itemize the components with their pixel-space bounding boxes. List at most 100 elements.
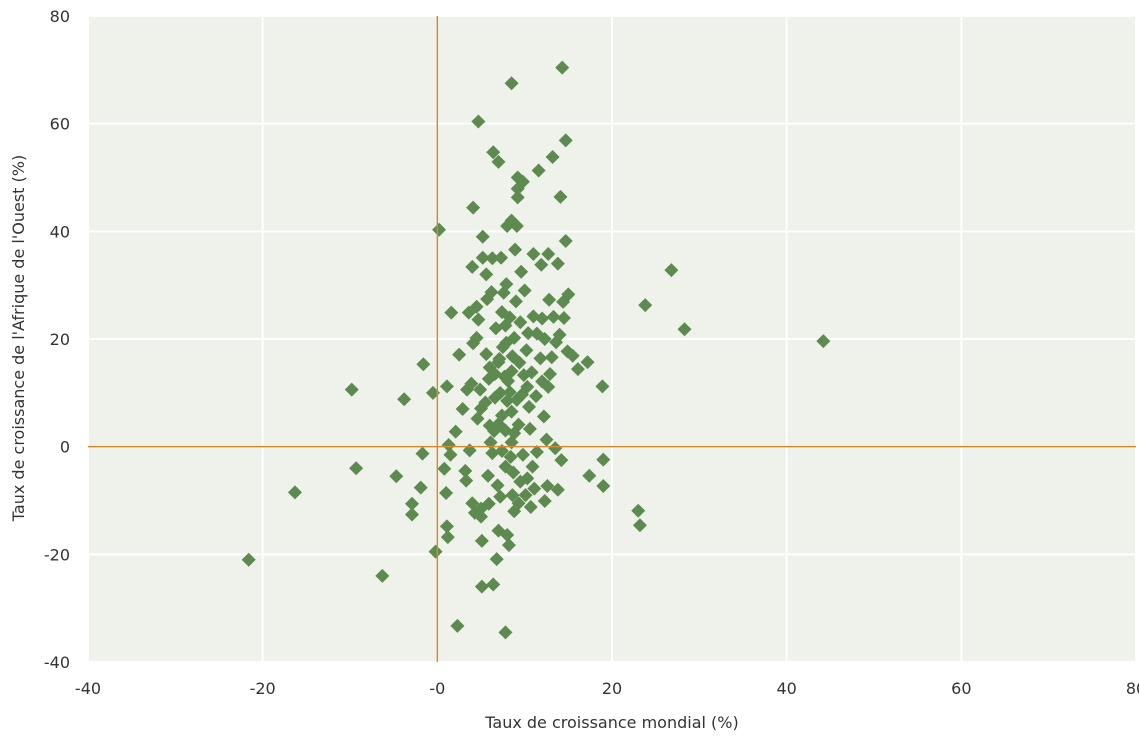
y-tick-label: 60 [50,115,70,134]
data-point [444,305,459,320]
data-point [479,347,494,362]
data-point [474,579,489,594]
data-point [522,399,537,414]
data-point [287,485,302,500]
data-point [631,503,646,518]
data-point [664,263,679,278]
data-point [550,482,565,497]
data-point [478,395,493,410]
data-point [505,488,520,503]
data-point [471,312,486,327]
data-point [510,190,525,205]
data-point [455,401,470,416]
data-point [479,267,494,282]
data-point [416,357,431,372]
data-point [425,385,440,400]
data-point [490,478,505,493]
y-tick-label: -40 [44,653,70,672]
data-point [520,379,535,394]
data-point [443,447,458,462]
x-tick-label: 80 [1126,679,1139,698]
data-point [513,315,528,330]
data-point [504,76,519,91]
x-axis-tick-labels: -40 -20 -0 20 40 60 80 [75,679,1139,698]
data-point [515,174,530,189]
data-point [632,518,647,533]
data-point [596,478,611,493]
data-point [540,478,555,493]
data-point [494,250,509,265]
data-point [550,256,565,271]
data-point [503,449,518,464]
data-point [466,200,481,215]
data-point [375,568,390,583]
data-point [523,499,538,514]
data-point [473,382,488,397]
data-point [459,473,474,488]
data-point [464,376,479,391]
data-point [508,242,523,257]
data-point [440,530,455,545]
data-point [450,618,465,633]
y-axis-title: Taux de croissance de l'Afrique de l'Oue… [9,155,28,522]
data-point [475,229,490,244]
data-point [344,382,359,397]
data-point [514,264,529,279]
y-axis-tick-labels: -40 -20 0 20 40 60 80 [44,7,70,672]
data-point [536,409,551,424]
data-point [448,424,463,439]
y-tick-label: 20 [50,330,70,349]
data-point [556,311,571,326]
y-tick-label: -20 [44,545,70,564]
data-point [534,257,549,272]
data-point [349,461,364,476]
data-point [405,507,420,522]
data-points [241,60,831,640]
data-point [539,432,554,447]
data-point [502,310,517,325]
data-point [469,330,484,345]
data-point [493,385,508,400]
data-point [526,246,541,261]
data-point [542,292,557,307]
data-point [465,259,480,274]
data-point [389,469,404,484]
data-point [498,625,513,640]
data-point [558,133,573,148]
data-point [397,392,412,407]
data-point [527,481,542,496]
data-point [541,379,556,394]
data-point [484,285,499,300]
data-point [492,351,507,366]
x-tick-label: -40 [75,679,101,698]
x-tick-label: 20 [602,679,622,698]
data-point [565,348,580,363]
data-point [541,246,556,261]
data-point [511,496,526,511]
data-point [489,552,504,567]
data-point [511,417,526,432]
data-point [816,334,831,349]
data-point [518,488,533,503]
data-point [546,309,561,324]
data-point [432,222,447,237]
data-point [405,496,420,511]
data-point [502,385,517,400]
x-tick-label: 40 [776,679,796,698]
data-point [561,287,576,302]
data-point [555,60,570,75]
data-point [439,485,454,500]
data-point [544,350,559,365]
data-point [486,577,501,592]
data-point [533,351,548,366]
data-point [525,459,540,474]
data-point [535,311,550,326]
data-point [553,189,568,204]
data-point [504,364,519,379]
data-point [494,443,509,458]
data-point [474,509,488,524]
data-point [595,379,610,394]
y-tick-label: 40 [50,222,70,241]
data-point [481,496,496,511]
